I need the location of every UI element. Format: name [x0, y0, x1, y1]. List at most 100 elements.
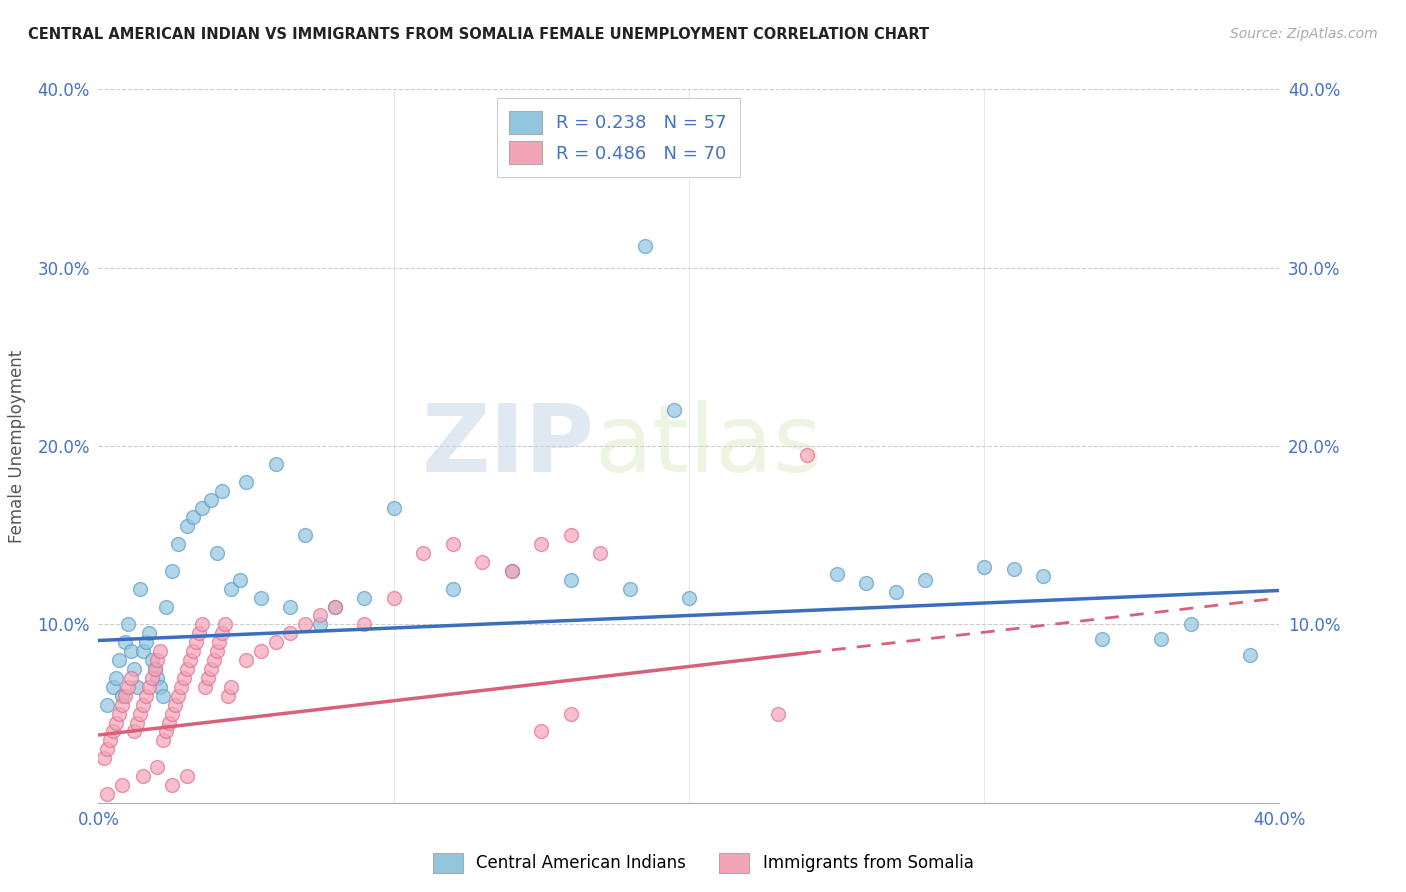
Point [441, 537, 464, 551]
Point [1002, 562, 1025, 576]
Legend: Central American Indians, Immigrants from Somalia: Central American Indians, Immigrants fro… [426, 847, 980, 880]
Point [162, 778, 183, 792]
Point [117, 680, 139, 694]
Point [149, 680, 172, 694]
Point [111, 698, 134, 712]
Point [138, 626, 160, 640]
Point [825, 567, 848, 582]
Point [412, 546, 434, 560]
Point [143, 662, 166, 676]
Point [155, 724, 177, 739]
Point [125, 680, 148, 694]
Point [162, 706, 183, 721]
Point [214, 617, 236, 632]
Point [278, 626, 302, 640]
Point [382, 501, 405, 516]
Point [128, 582, 150, 596]
Point [1239, 648, 1261, 662]
Point [382, 591, 405, 605]
Point [146, 653, 169, 667]
Point [353, 591, 375, 605]
Point [197, 671, 219, 685]
Point [309, 617, 332, 632]
Point [176, 662, 198, 676]
Point [111, 689, 134, 703]
Point [103, 724, 125, 739]
Point [1180, 617, 1202, 632]
Point [125, 715, 148, 730]
Point [219, 680, 242, 694]
Point [1032, 569, 1054, 583]
Point [619, 582, 641, 596]
Point [167, 689, 190, 703]
Point [294, 528, 316, 542]
Point [191, 501, 214, 516]
Point [560, 528, 582, 542]
Point [1150, 632, 1173, 646]
Point [170, 680, 193, 694]
Point [117, 617, 139, 632]
Point [143, 662, 166, 676]
Point [219, 582, 242, 596]
Point [120, 671, 142, 685]
Point [884, 585, 907, 599]
Point [678, 591, 700, 605]
Point [184, 635, 207, 649]
Point [122, 662, 145, 676]
Point [530, 724, 553, 739]
Point [152, 733, 174, 747]
Point [176, 769, 198, 783]
Point [211, 483, 233, 498]
Point [146, 671, 169, 685]
Point [560, 573, 582, 587]
Point [98, 733, 121, 747]
Point [120, 644, 142, 658]
Point [278, 599, 302, 614]
Point [501, 564, 523, 578]
Point [264, 635, 287, 649]
Text: ZIP: ZIP [422, 400, 595, 492]
Point [353, 617, 375, 632]
Point [173, 671, 195, 685]
Point [149, 644, 172, 658]
Point [766, 706, 789, 721]
Point [187, 626, 209, 640]
Point [294, 617, 316, 632]
Point [105, 715, 128, 730]
Point [194, 680, 217, 694]
Point [973, 560, 995, 574]
Point [96, 698, 118, 712]
Point [235, 653, 257, 667]
Point [114, 635, 136, 649]
Point [135, 635, 157, 649]
Text: CENTRAL AMERICAN INDIAN VS IMMIGRANTS FROM SOMALIA FEMALE UNEMPLOYMENT CORRELATI: CENTRAL AMERICAN INDIAN VS IMMIGRANTS FR… [28, 27, 929, 42]
Point [155, 599, 177, 614]
Text: Source: ZipAtlas.com: Source: ZipAtlas.com [1230, 27, 1378, 41]
Point [167, 537, 190, 551]
Point [181, 644, 204, 658]
Point [96, 787, 118, 801]
Point [264, 457, 287, 471]
Point [157, 715, 180, 730]
Point [250, 591, 273, 605]
Point [128, 706, 150, 721]
Point [200, 492, 222, 507]
Point [152, 689, 174, 703]
Point [141, 671, 163, 685]
Point [93, 751, 115, 765]
Point [664, 403, 686, 417]
Point [633, 239, 655, 253]
Point [108, 706, 131, 721]
Point [471, 555, 494, 569]
Point [179, 653, 201, 667]
Point [309, 608, 332, 623]
Point [205, 546, 228, 560]
Point [162, 564, 183, 578]
Point [589, 546, 612, 560]
Point [165, 698, 187, 712]
Point [176, 519, 198, 533]
Point [208, 635, 231, 649]
Point [501, 564, 523, 578]
Point [132, 698, 155, 712]
Point [560, 706, 582, 721]
